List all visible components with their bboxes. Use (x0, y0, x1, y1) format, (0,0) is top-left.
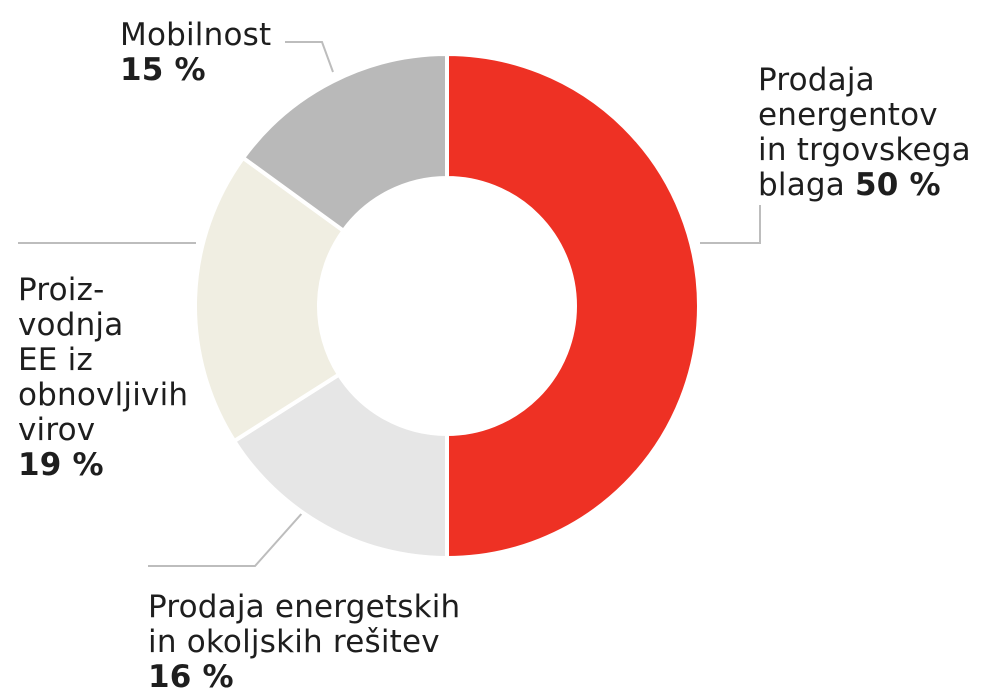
leader-line (700, 205, 761, 244)
slice-energy-solutions (231, 371, 449, 561)
label-line: vodnja (18, 307, 124, 343)
slice-label-renewable-production: Proiz- vodnja EE iz obnovljivih virov 19… (18, 273, 188, 483)
slice-value-label: 50 % (855, 167, 941, 203)
slice-label-mobility: Mobilnost 15 % (120, 18, 271, 88)
label-line: in okoljskih rešitev (148, 624, 440, 660)
slice-label-energy-sales: Prodaja energentov in trgovskega blaga 5… (758, 63, 971, 203)
label-line: EE iz (18, 342, 93, 378)
leader-line (148, 501, 313, 567)
slice-label-energy-solutions: Prodaja energetskih in okoljskih rešitev… (148, 590, 460, 695)
slice-value-label: 19 % (18, 447, 104, 483)
slice-value-label: 15 % (120, 52, 206, 88)
label-line: energentov (758, 97, 938, 133)
slice-value-label: 16 % (148, 659, 234, 695)
label-line: virov (18, 412, 96, 448)
label-line: obnovljivih (18, 377, 189, 413)
label-line-with-value: blaga 50 % (758, 168, 971, 203)
leader-lines (18, 41, 761, 567)
donut-slices (193, 51, 701, 561)
slice-renewable-production (193, 155, 347, 444)
label-line: Prodaja energetskih (148, 589, 461, 625)
label-line: in trgovskega (758, 132, 971, 168)
label-line: Mobilnost (120, 17, 272, 53)
label-line: Proiz- (18, 272, 105, 308)
leader-line (285, 41, 334, 73)
slice-mobility (240, 51, 449, 234)
label-line: blaga (758, 167, 856, 203)
label-line: Prodaja (758, 62, 875, 98)
slice-energy-sales (445, 51, 701, 561)
